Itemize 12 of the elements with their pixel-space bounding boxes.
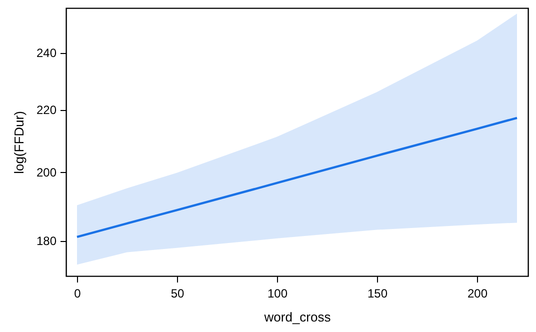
x-tick-label: 100: [267, 286, 288, 300]
x-axis-title: word_cross: [263, 310, 332, 324]
x-tick-label: 0: [74, 286, 82, 300]
y-tick-label: 180: [36, 234, 57, 248]
line-series: [76, 116, 518, 238]
y-tick-label: 200: [36, 165, 57, 180]
x-tick-label: 200: [467, 286, 488, 300]
x-tick-label: 50: [170, 286, 184, 300]
x-tick-label: 150: [367, 286, 388, 300]
y-tick-label: 220: [36, 103, 57, 118]
y-axis-title: log(FFDur): [11, 111, 26, 174]
y-tick-label: 240: [36, 46, 57, 60]
